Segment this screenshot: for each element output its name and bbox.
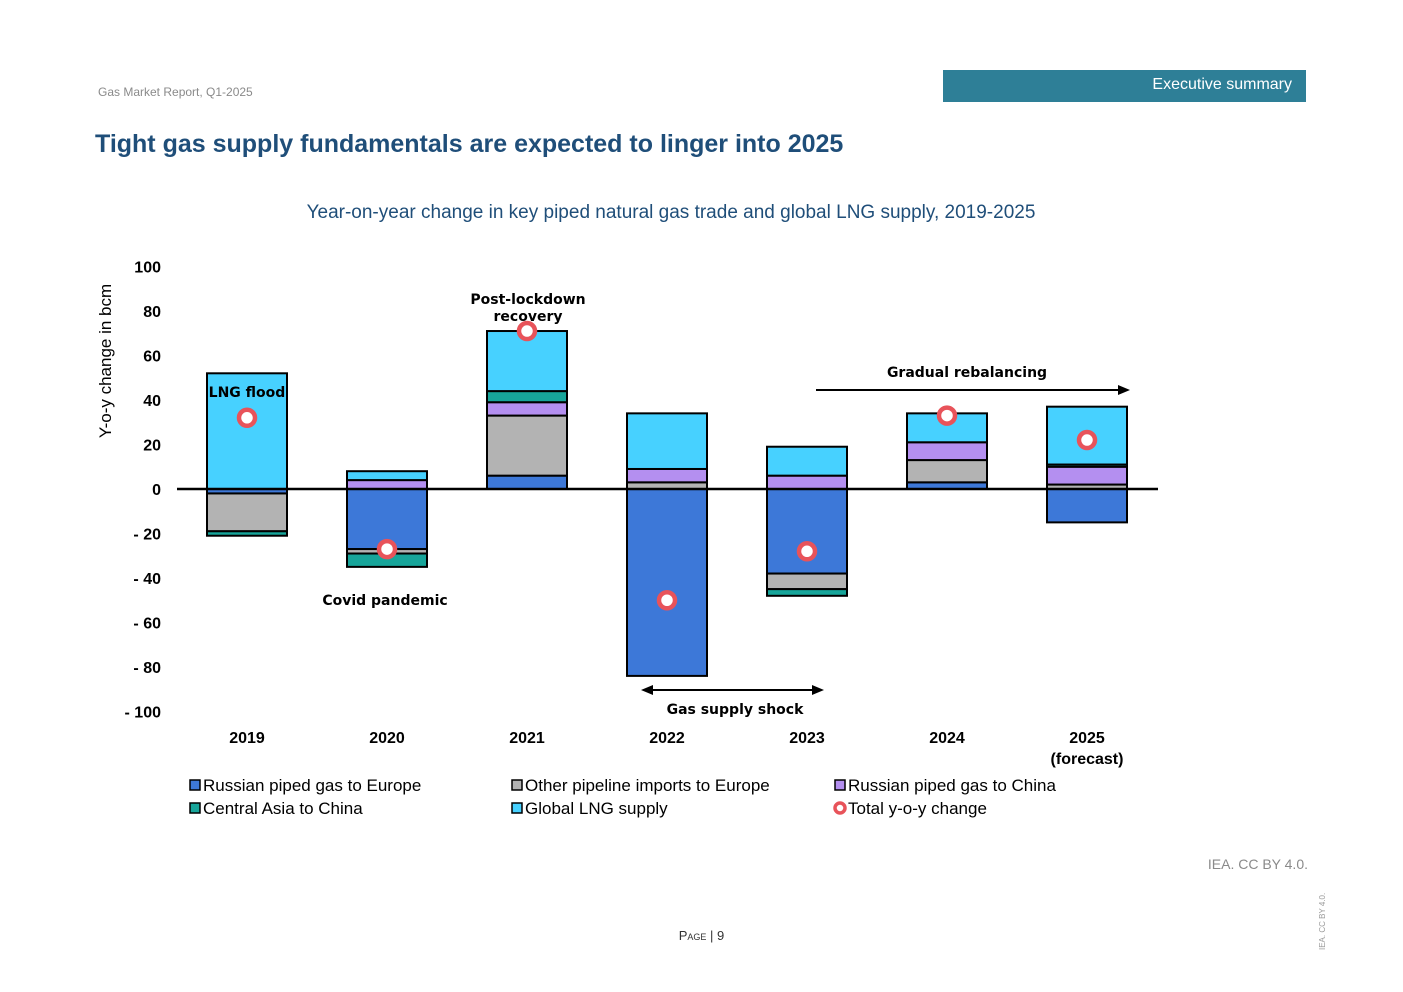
x-tick-label: (forecast) [1051,751,1124,768]
x-tick-label: 2024 [929,730,965,747]
legend-marker [833,801,847,815]
bar-segment [626,412,708,470]
y-tick-label: 0 [152,482,161,499]
page-number: Page | 9 [678,928,725,943]
legend-label: Global LNG supply [525,799,668,818]
bars-layer [206,330,1128,677]
bar-segment [346,479,428,491]
bar-segment [766,474,848,490]
bar-segment [1046,488,1128,524]
markers-layer [236,320,1098,611]
annotation-label: Gas supply shock [667,702,805,718]
legend-label: Russian piped gas to China [848,776,1056,795]
legend-swatch [834,779,846,791]
bar-segment [906,441,988,462]
y-tick-label: 100 [134,260,161,277]
bar-segment [206,372,288,490]
bar-segment [626,488,708,677]
bar-segment [766,588,848,597]
bar-segment [206,492,288,533]
section-badge: Executive summary [943,70,1306,102]
y-tick-label: 40 [143,393,161,410]
bar-segment [486,401,568,417]
arrowhead [812,685,824,695]
y-tick-label: - 60 [133,616,161,633]
legend-label: Other pipeline imports to Europe [525,776,770,795]
x-tick-label: 2025 [1069,730,1105,747]
bar-segment [346,470,428,482]
annotation-label: Covid pandemic [322,593,447,609]
legend-layer: Russian piped gas to Europe Other pipelin… [189,776,1056,818]
bar-segment [486,474,568,490]
y-axis-label: Y-o-y change in bcm [96,284,115,438]
license-credit: IEA. CC BY 4.0. [1207,856,1308,872]
bar-segment [766,445,848,477]
x-tick-label: 2023 [789,730,825,747]
y-tick-label: 80 [143,304,161,321]
chart-title: Year-on-year change in key piped natural… [306,202,1036,223]
legend-swatch [511,802,523,814]
annotation-label: Gradual rebalancing [887,365,1047,381]
y-tick-label: - 100 [125,705,162,722]
bar-segment [206,530,288,537]
legend-label: Russian piped gas to Europe [203,776,421,795]
legend-swatch [189,779,201,791]
y-tick-label: - 40 [133,571,161,588]
axis-layer: Y-o-y change in bcm 100 80 60 40 20 0 - 20 - 40 -… [96,260,1158,768]
annotation-label: Post-lockdown recovery [470,292,585,325]
y-tick-label: 20 [143,438,161,455]
legend-swatch [189,802,201,814]
total-marker [796,541,818,562]
x-tick-label: 2022 [649,730,685,747]
total-marker [936,405,958,426]
total-marker [376,538,398,560]
page-title: Tight gas supply fundamentals are expect… [95,130,844,158]
arrowhead [641,685,653,695]
x-tick-label: 2020 [369,730,405,747]
y-tick-label: - 20 [133,527,161,544]
total-marker [236,407,258,429]
bar-segment [626,467,708,484]
total-marker [516,320,538,342]
legend-swatch [511,779,523,791]
bar-segment [1046,465,1128,486]
report-label: Gas Market Report, Q1-2025 [98,85,253,99]
y-tick-label: - 80 [133,660,161,677]
x-tick-label: 2021 [509,730,545,747]
legend-label: Central Asia to China [203,799,363,818]
y-tick-label: 60 [143,349,161,366]
bar-segment [766,572,848,591]
vertical-license-credit: IEA. CC BY 4.0. [1318,892,1327,950]
bar-segment [906,459,988,484]
annotation-label: LNG flood [209,385,286,401]
x-tick-label: 2019 [229,730,265,747]
arrowhead [1118,385,1130,395]
annotation-layer: LNG flood Covid pandemic Post-lockdown reco… [209,292,1130,718]
legend-label: Total y-o-y change [848,799,987,818]
bar-segment [486,414,568,477]
total-marker [1076,429,1098,451]
bar-segment [486,390,568,404]
total-marker [656,590,678,611]
